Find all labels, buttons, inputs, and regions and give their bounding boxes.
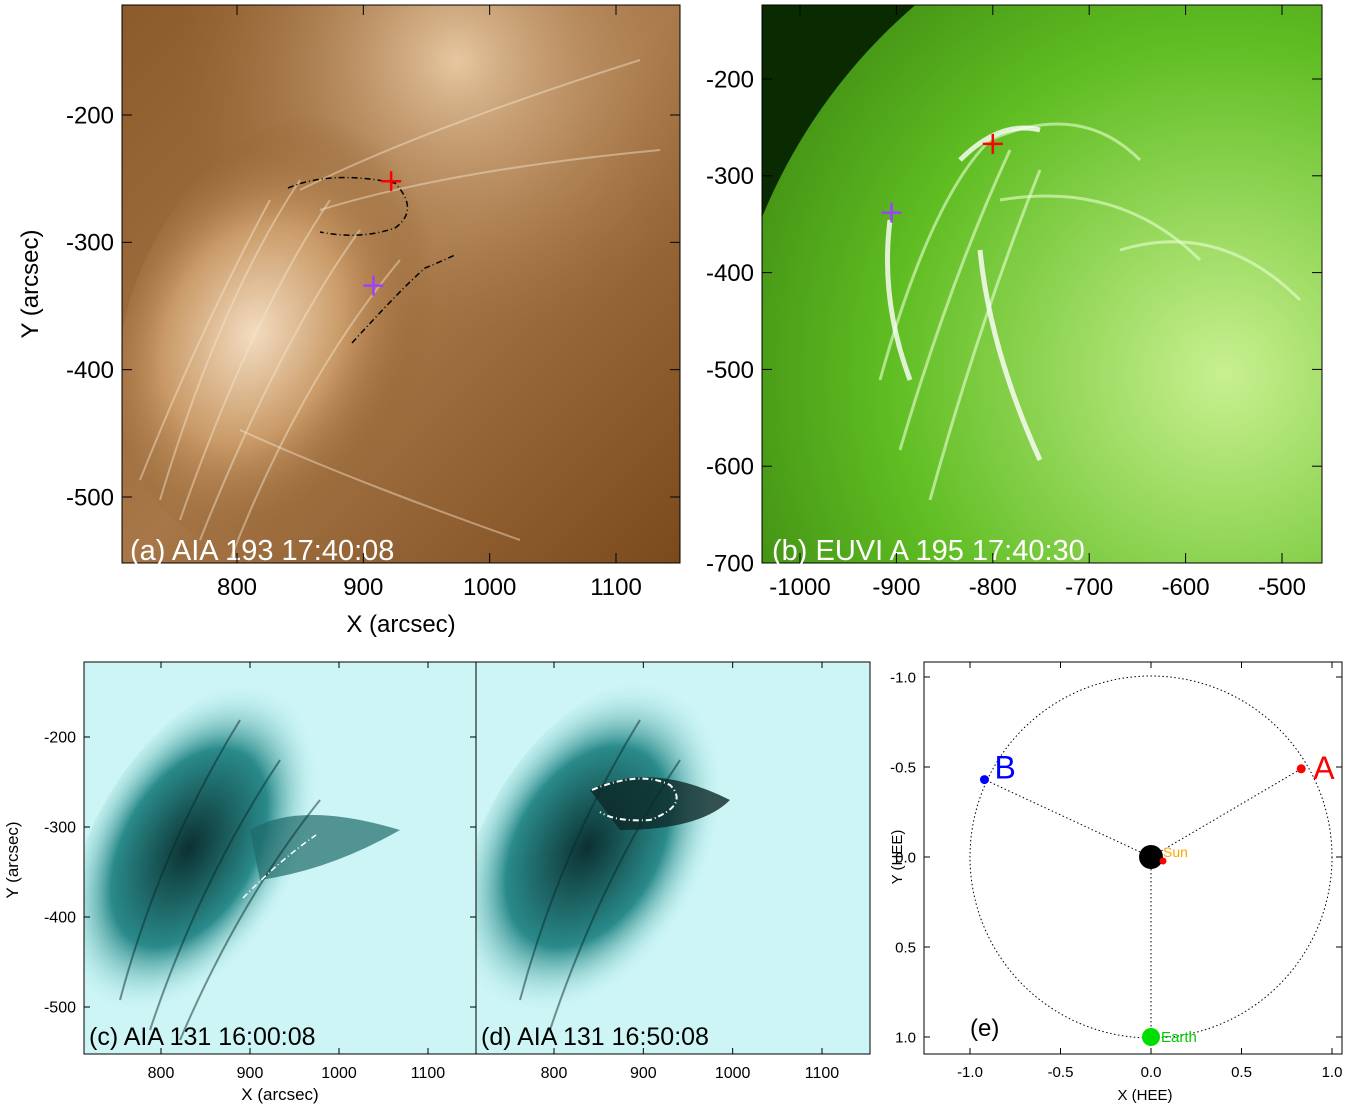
body-a-label: A bbox=[1313, 750, 1335, 786]
y-tick-label: -200 bbox=[66, 102, 114, 129]
body-sun-dot bbox=[1139, 845, 1163, 869]
panel-c bbox=[84, 662, 476, 1054]
panel-b-label: (b) EUVI A 195 17:40:30 bbox=[772, 535, 1085, 567]
body-b-dot bbox=[979, 775, 989, 785]
panel-c-label: (c) AIA 131 16:00:08 bbox=[89, 1023, 316, 1051]
y-tick-label: -400 bbox=[44, 910, 76, 927]
y-tick-label: 0.5 bbox=[895, 939, 916, 956]
panel-d bbox=[476, 662, 870, 1054]
panel-a-markers bbox=[363, 171, 402, 296]
x-tick-label: 0.0 bbox=[1141, 1064, 1162, 1081]
panel-a-label: (a) AIA 193 17:40:08 bbox=[130, 535, 394, 567]
panel-e: A B Sun Earth (e) -1.0 -0.5 0.0 0.5 1.0 -1.0 -0.5… bbox=[889, 661, 1343, 1104]
panel-c-xlabel: X (arcsec) bbox=[241, 1085, 318, 1104]
panel-b bbox=[762, 5, 1322, 563]
panel-a-loop-trace bbox=[287, 176, 409, 236]
body-earth-dot bbox=[1142, 1028, 1160, 1046]
x-tick-label: 1.0 bbox=[1322, 1064, 1343, 1081]
panel-d-trace bbox=[591, 777, 678, 822]
x-tick-label: 800 bbox=[541, 1065, 568, 1082]
x-tick-label: 0.5 bbox=[1231, 1064, 1252, 1081]
x-tick-label: -600 bbox=[1162, 574, 1210, 601]
body-b-label: B bbox=[994, 750, 1015, 786]
body-earth-label: Earth bbox=[1161, 1029, 1197, 1046]
panel-e-bodies: A B Sun Earth bbox=[979, 750, 1335, 1046]
body-a-dot bbox=[1296, 764, 1306, 774]
y-tick-label: 1.0 bbox=[895, 1029, 916, 1046]
x-tick-label: 800 bbox=[217, 574, 257, 601]
y-tick-label: -200 bbox=[706, 66, 754, 93]
panel-a-ylabel: Y (arcsec) bbox=[17, 230, 44, 339]
x-tick-label: 1100 bbox=[411, 1065, 446, 1082]
panel-d-frame bbox=[475, 661, 871, 1055]
sun-offset-marker bbox=[1159, 857, 1167, 865]
x-tick-label: -1000 bbox=[769, 574, 830, 601]
y-tick-label: -300 bbox=[66, 230, 114, 257]
panel-e-xlabel: X (HEE) bbox=[1117, 1087, 1172, 1104]
x-tick-label: -500 bbox=[1258, 574, 1306, 601]
y-tick-label: -700 bbox=[706, 550, 754, 577]
y-tick-label: 0.0 bbox=[895, 849, 916, 866]
panel-c-trace bbox=[242, 834, 317, 899]
x-tick-label: 1000 bbox=[715, 1065, 751, 1082]
x-tick-label: 900 bbox=[630, 1065, 657, 1082]
panel-d-label: (d) AIA 131 16:50:08 bbox=[481, 1023, 709, 1051]
y-tick-label: -500 bbox=[706, 357, 754, 384]
y-tick-label: -200 bbox=[44, 730, 76, 747]
y-tick-label: -300 bbox=[44, 820, 76, 837]
sun-line-b bbox=[984, 779, 1152, 858]
y-tick-label: -500 bbox=[44, 1000, 76, 1017]
panel-b-markers bbox=[881, 133, 1003, 223]
panel-a-axes: 800 900 1000 1100 -200 -300 -400 -500 bbox=[66, 5, 680, 601]
panel-e-ylabel: Y (HEE) bbox=[889, 830, 906, 885]
x-tick-label: -900 bbox=[872, 574, 920, 601]
sun-line-a bbox=[1150, 768, 1302, 858]
y-tick-label: -1.0 bbox=[890, 669, 916, 686]
x-tick-label: 1000 bbox=[463, 574, 516, 601]
panel-e-label: (e) bbox=[970, 1015, 999, 1042]
y-tick-label: -300 bbox=[706, 163, 754, 190]
x-tick-label: -800 bbox=[969, 574, 1017, 601]
x-tick-label: 900 bbox=[343, 574, 383, 601]
panel-a bbox=[122, 5, 680, 563]
panel-b-axes: -1000 -900 -800 -700 -600 -500 -200 -300 -400 -50… bbox=[706, 5, 1322, 601]
body-sun-label: Sun bbox=[1163, 844, 1188, 860]
x-tick-label: -0.5 bbox=[1048, 1064, 1074, 1081]
x-tick-label: 1000 bbox=[321, 1065, 357, 1082]
panel-e-frame bbox=[923, 661, 1343, 1055]
y-tick-label: -0.5 bbox=[890, 759, 916, 776]
y-tick-label: -500 bbox=[66, 484, 114, 511]
panel-a-frame bbox=[121, 4, 681, 564]
x-tick-label: -700 bbox=[1065, 574, 1113, 601]
y-tick-label: -400 bbox=[706, 260, 754, 287]
y-tick-label: -600 bbox=[706, 454, 754, 481]
panel-a-xlabel: X (arcsec) bbox=[346, 611, 455, 638]
y-tick-label: -400 bbox=[66, 357, 114, 384]
x-tick-label: 900 bbox=[237, 1065, 264, 1082]
panel-c-ylabel: Y (arcsec) bbox=[3, 821, 22, 898]
panel-b-frame bbox=[761, 4, 1323, 564]
panel-e-axes: -1.0 -0.5 0.0 0.5 1.0 -1.0 -0.5 0.0 0.5 1.0 bbox=[890, 662, 1342, 1081]
x-tick-label: 1100 bbox=[590, 574, 642, 601]
x-tick-label: -1.0 bbox=[957, 1064, 983, 1081]
panel-c-axes: 800 900 1000 1100 -200 -300 -400 -500 bbox=[44, 662, 476, 1082]
panel-d-axes: 800 900 1000 1100 bbox=[541, 662, 840, 1082]
x-tick-label: 1100 bbox=[805, 1065, 840, 1082]
x-tick-label: 800 bbox=[148, 1065, 175, 1082]
